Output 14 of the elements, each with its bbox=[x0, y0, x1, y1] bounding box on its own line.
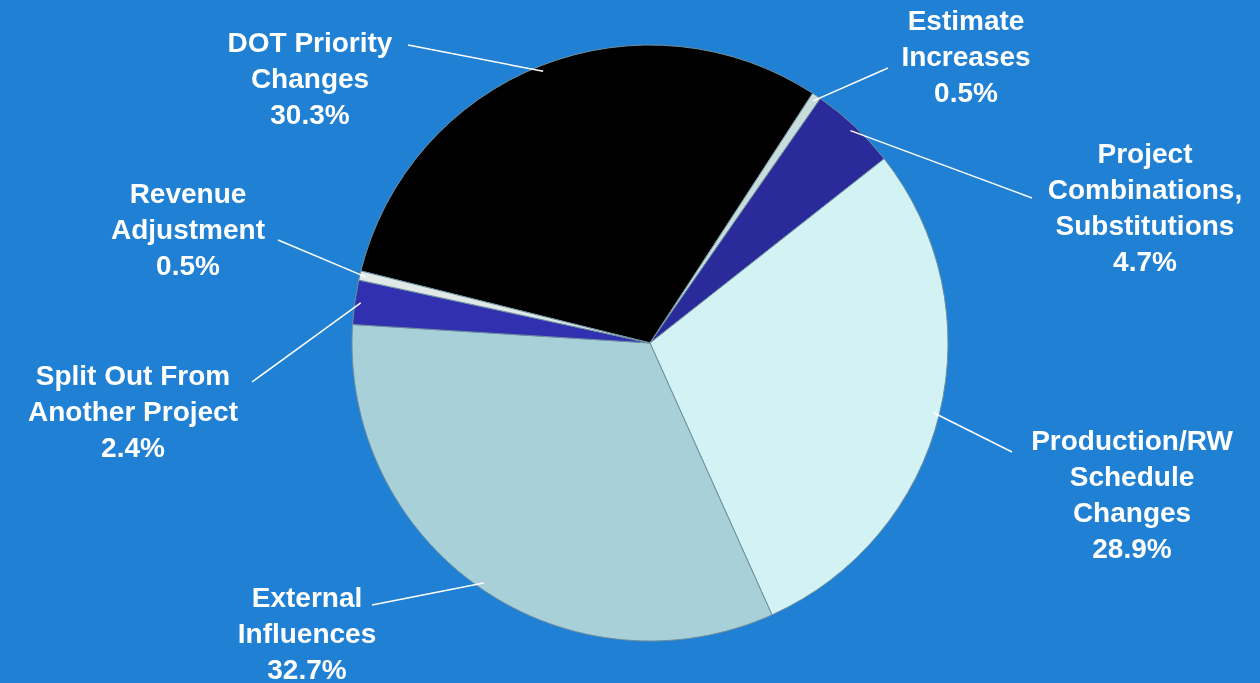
data-label: 0.5% bbox=[934, 77, 999, 108]
slice-label: Estimate Increases bbox=[901, 5, 1031, 72]
slice-label: Split Out From Another Project bbox=[27, 360, 239, 427]
slice-label: External Influences bbox=[237, 582, 377, 649]
data-label: 28.9% bbox=[1092, 533, 1172, 564]
slice-label: DOT Priority Changes bbox=[227, 27, 393, 94]
data-label: 2.4% bbox=[101, 432, 166, 463]
data-label: 32.7% bbox=[267, 654, 347, 683]
slice-label: Production/RW Schedule Changes bbox=[1031, 425, 1234, 528]
slice-label: Revenue Adjustment bbox=[111, 178, 265, 245]
data-label: 0.5% bbox=[156, 250, 221, 281]
data-label: 4.7% bbox=[1113, 246, 1178, 277]
slice-label: Project Combinations, Substitutions bbox=[1047, 138, 1243, 241]
data-label: 30.3% bbox=[270, 99, 350, 130]
